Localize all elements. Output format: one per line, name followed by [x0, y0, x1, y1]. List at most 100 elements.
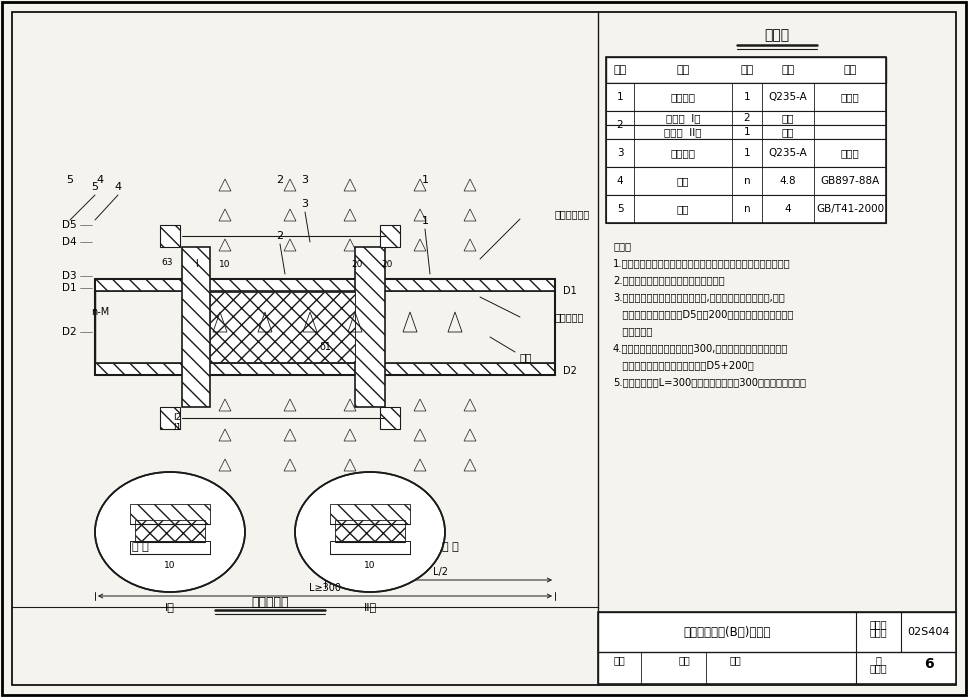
Text: 螺母: 螺母	[677, 204, 689, 214]
Text: 5: 5	[67, 175, 74, 185]
Text: 3: 3	[617, 148, 623, 158]
Bar	[606, 125, 886, 139]
Text: 固于墙内。: 固于墙内。	[613, 326, 652, 336]
Text: 密封圈结构: 密封圈结构	[252, 595, 288, 608]
Text: Q235-A: Q235-A	[769, 148, 807, 158]
Text: 3: 3	[301, 175, 309, 185]
Text: 4.8: 4.8	[779, 176, 797, 186]
Text: 图集号: 图集号	[869, 663, 888, 673]
Text: 橡胶: 橡胶	[782, 127, 795, 137]
Text: 螺柱: 螺柱	[677, 176, 689, 186]
Text: 说明：: 说明：	[613, 241, 631, 251]
Text: 10: 10	[219, 259, 230, 268]
Bar	[210, 292, 355, 362]
Text: 4: 4	[114, 182, 122, 192]
Text: 序号: 序号	[614, 65, 626, 75]
Text: 外 墙: 外 墙	[441, 542, 459, 552]
Text: D4: D4	[62, 237, 76, 247]
Text: D3: D3	[62, 271, 76, 281]
Text: D1: D1	[563, 286, 577, 296]
Bar	[598, 612, 956, 684]
Ellipse shape	[295, 472, 445, 592]
Bar	[95, 279, 555, 291]
Text: 密封膏嵌缝: 密封膏嵌缝	[555, 312, 585, 322]
Bar	[606, 57, 886, 223]
Text: n: n	[743, 176, 750, 186]
Text: 数量: 数量	[741, 65, 754, 75]
Text: GB/T41-2000: GB/T41-2000	[816, 204, 884, 214]
Text: 边加厚。加厚部分的直径至少为D5+200。: 边加厚。加厚部分的直径至少为D5+200。	[613, 360, 754, 370]
Text: 注范围应比翼环直径（D5）大200，而且必须将套管一次浇: 注范围应比翼环直径（D5）大200，而且必须将套管一次浇	[613, 309, 794, 319]
Bar	[606, 57, 886, 83]
Text: D1: D1	[62, 283, 76, 293]
Bar	[380, 407, 400, 429]
Text: L≥300: L≥300	[309, 583, 341, 593]
Text: 柔性防水套管(B型)安裝圖: 柔性防水套管(B型)安裝圖	[683, 625, 771, 638]
Bar	[330, 541, 410, 554]
Text: 法兰套管: 法兰套管	[671, 92, 695, 102]
Text: 焊接件: 焊接件	[840, 92, 860, 102]
Text: 4: 4	[617, 176, 623, 186]
Text: I型: I型	[166, 602, 175, 612]
Bar	[606, 83, 886, 111]
Text: 名称: 名称	[677, 65, 689, 75]
Text: 4: 4	[97, 175, 104, 185]
Text: 20: 20	[351, 259, 363, 268]
Text: 2: 2	[743, 113, 750, 123]
Text: 图集号: 图集号	[869, 619, 888, 629]
Text: GB897-88A: GB897-88A	[820, 176, 880, 186]
Text: 3: 3	[301, 199, 309, 209]
Text: δ1: δ1	[319, 342, 331, 352]
Bar	[175, 383, 390, 502]
Text: 备注: 备注	[843, 65, 857, 75]
Text: 橡胶: 橡胶	[782, 113, 795, 123]
Bar	[182, 247, 210, 407]
Text: 2: 2	[617, 120, 623, 130]
Text: 审核: 审核	[614, 655, 625, 665]
Text: D2: D2	[563, 366, 577, 376]
Text: 10: 10	[165, 560, 176, 569]
Text: 4.穿管处混凝土墙厚应不小于300,否则应使墙壁一边加厚或两: 4.穿管处混凝土墙厚应不小于300,否则应使墙壁一边加厚或两	[613, 343, 788, 353]
Text: 图集号: 图集号	[869, 627, 888, 637]
Text: 4: 4	[785, 204, 791, 214]
Text: 1.柔性填料材料：沥青麻丝、聚苯乙烯板、聚氯乙烯泡沫塑料板。: 1.柔性填料材料：沥青麻丝、聚苯乙烯板、聚氯乙烯泡沫塑料板。	[613, 258, 791, 268]
Text: Q235-A: Q235-A	[769, 92, 807, 102]
Bar	[606, 167, 886, 195]
Text: 校对: 校对	[679, 655, 690, 665]
Bar	[135, 520, 205, 542]
Text: 法兰压盖: 法兰压盖	[671, 148, 695, 158]
Text: n: n	[743, 204, 750, 214]
Text: 20: 20	[381, 259, 393, 268]
Text: 1: 1	[421, 175, 429, 185]
Bar	[355, 247, 385, 407]
Text: 1: 1	[421, 216, 429, 226]
Bar	[175, 152, 390, 271]
Text: 材料: 材料	[781, 65, 795, 75]
Text: 5: 5	[617, 204, 623, 214]
Text: 5: 5	[92, 182, 99, 192]
Bar	[380, 225, 400, 247]
Text: 内 侧: 内 侧	[132, 542, 148, 552]
Text: n-M: n-M	[91, 307, 109, 317]
Text: L/2: L/2	[433, 567, 447, 577]
Bar	[160, 407, 180, 429]
Text: l1: l1	[173, 422, 181, 431]
Text: 6: 6	[923, 657, 933, 671]
Bar	[606, 139, 886, 167]
Text: 1: 1	[617, 92, 623, 102]
Text: l2: l2	[173, 413, 181, 422]
Text: l: l	[195, 259, 197, 269]
Text: 1: 1	[743, 92, 750, 102]
Text: 1: 1	[743, 127, 750, 137]
Text: 10: 10	[364, 560, 376, 569]
Text: 2.密封膏：聚硫密封膏、聚胺脂密封膏。: 2.密封膏：聚硫密封膏、聚胺脂密封膏。	[613, 275, 725, 285]
Text: 密封圈  I型: 密封圈 I型	[666, 113, 700, 123]
Bar	[130, 504, 210, 524]
Bar	[160, 225, 180, 247]
Text: 焊接件: 焊接件	[840, 148, 860, 158]
Bar	[330, 504, 410, 524]
Bar	[335, 520, 405, 542]
Text: 柔性填塞材料: 柔性填塞材料	[555, 209, 590, 219]
Text: II型: II型	[363, 602, 377, 612]
Text: 63: 63	[162, 257, 172, 266]
